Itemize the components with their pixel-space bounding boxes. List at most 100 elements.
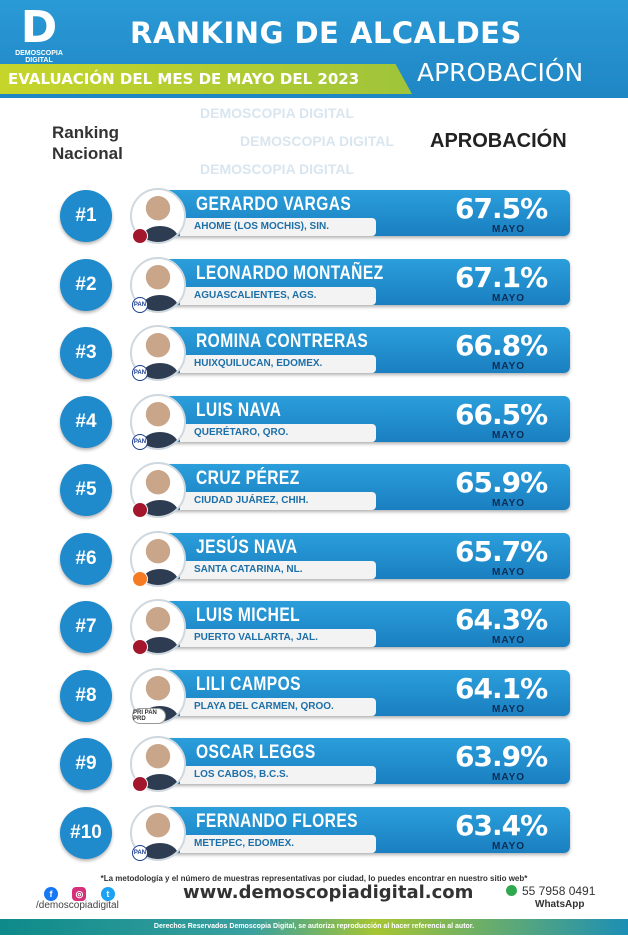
mayor-name: OSCAR LEGGS [196, 742, 316, 763]
month-label: MAYO [492, 429, 526, 441]
rank-badge: #5 [60, 464, 112, 516]
mayor-city: AHOME (LOS MOCHIS), SIN. [180, 218, 376, 236]
logo-name: DEMOSCOPIA DIGITAL [15, 50, 63, 64]
ranking-row: LILI CAMPOS PLAYA DEL CARMEN, QROO. 64.1… [0, 667, 628, 728]
methodology-note: *La metodología y el número de muestras … [100, 874, 528, 883]
rights-bar: Derechos Reservados Demoscopia Digital, … [0, 919, 628, 935]
party-logo-icon [132, 776, 148, 792]
mayor-photo [130, 530, 186, 587]
party-logo-icon [132, 639, 148, 655]
ranking-label-line1: Ranking [52, 123, 120, 142]
header-banner: D DEMOSCOPIA DIGITAL RANKING DE ALCALDES… [0, 0, 628, 98]
website-link[interactable]: www.demoscopiadigital.com [183, 882, 474, 903]
ranking-row: OSCAR LEGGS LOS CABOS, B.C.S. 63.9% MAYO… [0, 736, 628, 796]
mayor-name: ROMINA CONTRERAS [196, 331, 369, 352]
mayor-city: PLAYA DEL CARMEN, QROO. [180, 697, 376, 716]
mayor-name: LEONARDO MONTAÑEZ [196, 262, 384, 284]
month-label: MAYO [492, 772, 526, 783]
subtitle: EVALUACIÓN DEL MES DE MAYO DEL 2023 [8, 70, 360, 88]
rank-badge: #2 [60, 258, 112, 311]
mayor-name: LILI CAMPOS [196, 673, 301, 695]
rank-badge: #6 [60, 532, 112, 585]
month-label: MAYO [492, 703, 526, 715]
logo-letter: D [20, 2, 58, 53]
phone-number: 55 7958 0491 [506, 884, 595, 898]
mayor-name: CRUZ PÉREZ [196, 468, 300, 489]
whatsapp-icon [506, 885, 517, 896]
ranking-row: GERARDO VARGAS AHOME (LOS MOCHIS), SIN. … [0, 188, 628, 248]
ranking-label: Ranking Nacional [52, 122, 123, 164]
approval-header: APROBACIÓN [430, 130, 567, 152]
mayor-name: FERNANDO FLORES [196, 810, 358, 832]
approval-value: 63.9% [455, 740, 548, 773]
mayor-name: JESÚS NAVA [196, 536, 298, 558]
demoscopia-logo: D DEMOSCOPIA DIGITAL [8, 6, 70, 70]
approval-value: 67.1% [455, 260, 548, 294]
mayor-city: HUIXQUILUCAN, EDOMEX. [180, 355, 376, 373]
social-handle: /demoscopiadigital [36, 900, 119, 911]
approval-value: 67.5% [455, 192, 548, 225]
social-icons: f ◎ t [44, 884, 125, 902]
mayor-city: CIUDAD JUÁREZ, CHIH. [180, 492, 376, 510]
party-logo-icon: PAN [132, 296, 148, 313]
mayor-city: SANTA CATARINA, NL. [180, 560, 376, 579]
instagram-icon[interactable]: ◎ [72, 887, 87, 901]
month-label: MAYO [492, 361, 526, 372]
mayor-name: LUIS MICHEL [196, 605, 301, 626]
ranking-row: LUIS MICHEL PUERTO VALLARTA, JAL. 64.3% … [0, 599, 628, 659]
party-logo-icon: PAN [132, 433, 148, 450]
ranking-row: LEONARDO MONTAÑEZ AGUASCALIENTES, AGS. 6… [0, 256, 628, 317]
approval-value: 66.5% [455, 397, 548, 431]
mayor-name: LUIS NAVA [196, 399, 282, 421]
mayor-photo [130, 736, 186, 792]
month-label: MAYO [492, 224, 526, 235]
party-logo-icon [132, 502, 148, 518]
month-label: MAYO [492, 566, 526, 578]
rank-badge: #9 [60, 738, 112, 790]
mayor-city: METEPEC, EDOMEX. [180, 834, 376, 853]
month-label: MAYO [492, 635, 526, 646]
approval-value: 65.7% [455, 534, 548, 568]
subtitle-bar: EVALUACIÓN DEL MES DE MAYO DEL 2023 [0, 64, 412, 94]
page-title: RANKING DE ALCALDES [130, 16, 522, 50]
party-logo-icon: PAN [132, 844, 148, 861]
facebook-icon[interactable]: f [44, 887, 58, 901]
rank-badge: #7 [60, 601, 112, 653]
rank-badge: #3 [60, 327, 112, 379]
party-logo-icon [132, 228, 148, 244]
approval-value: 66.8% [455, 329, 548, 362]
ranking-row: LUIS NAVA QUERÉTARO, QRO. 66.5% MAYO PAN… [0, 393, 628, 454]
ranking-row: FERNANDO FLORES METEPEC, EDOMEX. 63.4% M… [0, 804, 628, 865]
mayor-photo [130, 599, 186, 655]
rank-badge: #4 [60, 395, 112, 448]
ranking-row: ROMINA CONTRERAS HUIXQUILUCAN, EDOMEX. 6… [0, 325, 628, 385]
approval-value: 64.1% [455, 671, 548, 705]
whatsapp-label: WhatsApp [535, 899, 585, 910]
ranking-row: JESÚS NAVA SANTA CATARINA, NL. 65.7% MAY… [0, 530, 628, 591]
approval-value: 63.4% [455, 808, 548, 842]
watermark: DEMOSCOPIA DIGITAL [240, 133, 394, 149]
rank-badge: #8 [60, 669, 112, 722]
phone-text: 55 7958 0491 [522, 884, 596, 898]
watermark: DEMOSCOPIA DIGITAL [200, 161, 354, 177]
twitter-icon[interactable]: t [100, 887, 115, 901]
watermark: DEMOSCOPIA DIGITAL [200, 105, 354, 121]
mayor-city: LOS CABOS, B.C.S. [180, 766, 376, 784]
ranking-label-line2: Nacional [52, 144, 123, 163]
approval-value: 64.3% [455, 603, 548, 636]
mayor-city: AGUASCALIENTES, AGS. [180, 286, 376, 305]
party-logo-icon: PRI PAN PRD [132, 707, 166, 724]
party-logo-icon [132, 570, 148, 587]
party-logo-icon: PAN [132, 365, 148, 381]
rank-badge: #1 [60, 190, 112, 242]
month-label: MAYO [492, 498, 526, 509]
month-label: MAYO [492, 292, 526, 304]
mayor-city: QUERÉTARO, QRO. [180, 423, 376, 442]
month-label: MAYO [492, 840, 526, 852]
ranking-row: CRUZ PÉREZ CIUDAD JUÁREZ, CHIH. 65.9% MA… [0, 462, 628, 522]
approval-value: 65.9% [455, 466, 548, 499]
header-tag: APROBACIÓN [417, 58, 584, 87]
rank-badge: #10 [60, 806, 112, 859]
mayor-city: PUERTO VALLARTA, JAL. [180, 629, 376, 647]
mayor-name: GERARDO VARGAS [196, 194, 352, 215]
